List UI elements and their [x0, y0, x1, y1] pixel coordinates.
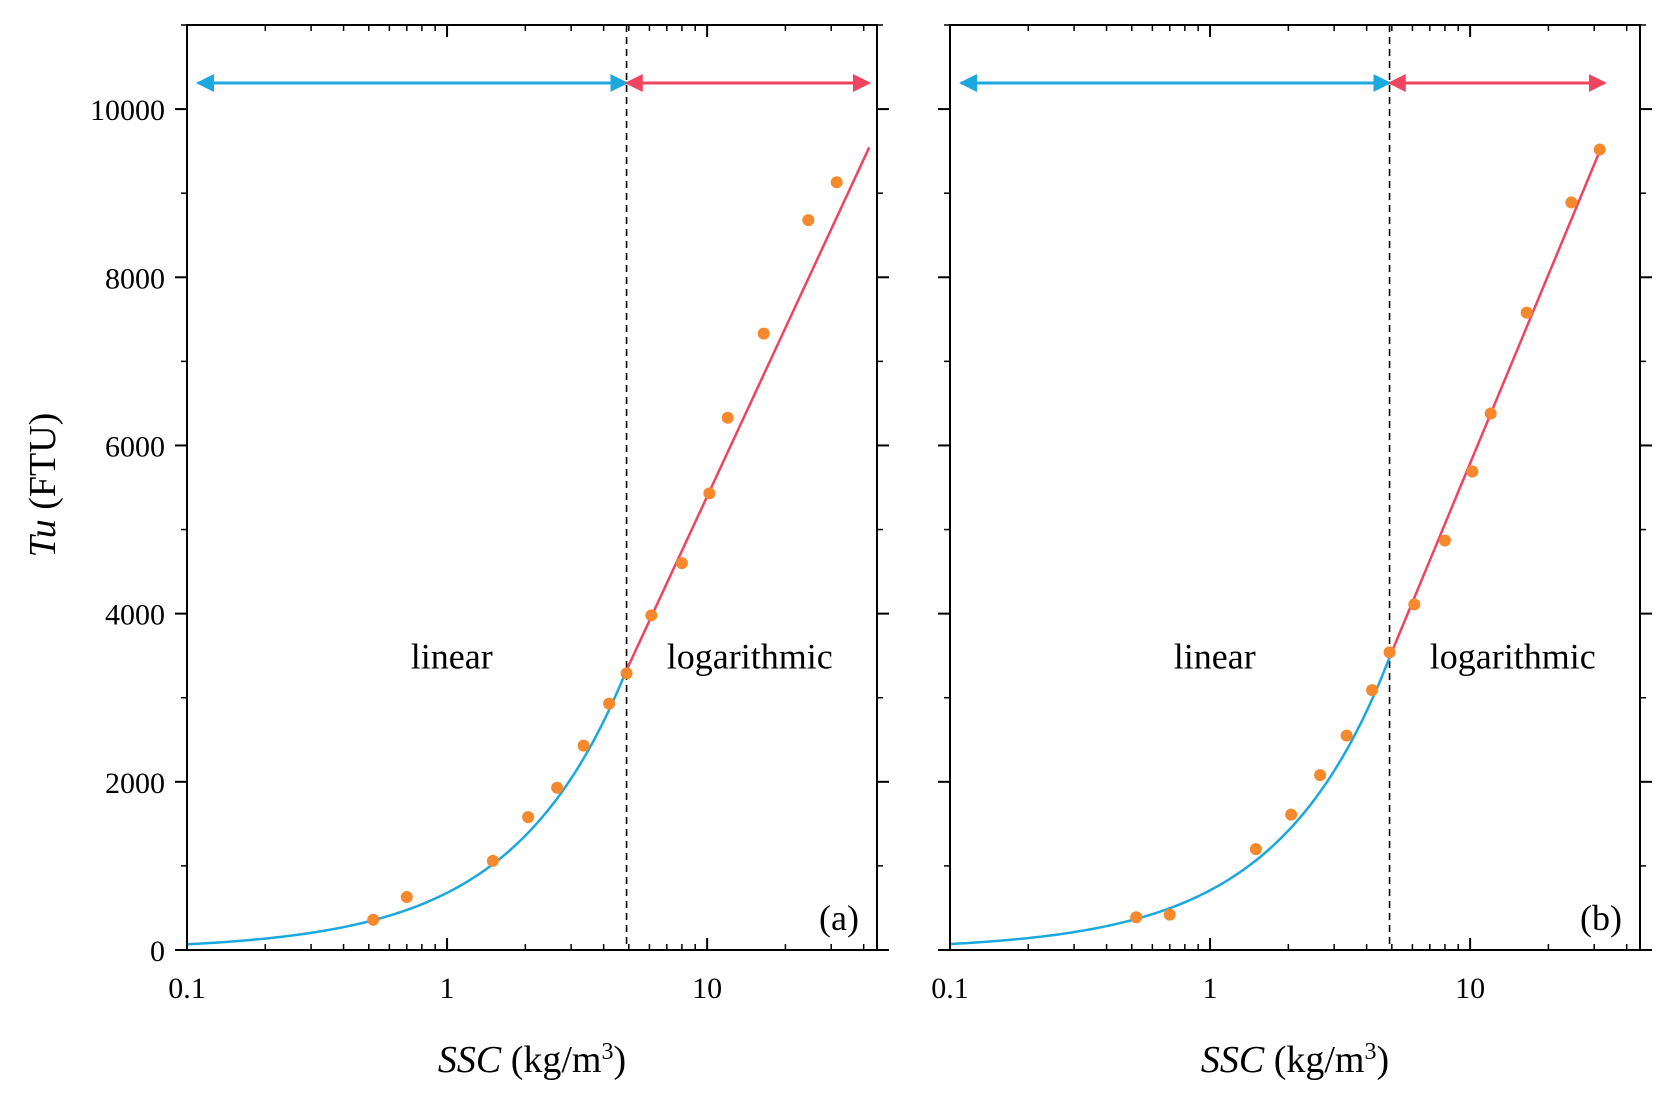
panel-label: (b)	[1580, 898, 1622, 938]
y-tick-label: 8000	[105, 262, 165, 295]
x-tick-label: 1	[1203, 972, 1218, 1005]
data-point	[1466, 465, 1479, 478]
linear-fit-curve	[186, 669, 628, 946]
y-axis-title-var: Tu	[22, 519, 64, 557]
region-label-logarithmic: logarithmic	[667, 636, 833, 676]
data-point	[1163, 908, 1176, 921]
x-axis-title-var: SSC	[438, 1039, 502, 1081]
x-tick-label: 10	[1455, 972, 1485, 1005]
y-axis-title: Tu (FTU)	[22, 413, 64, 558]
logarithmic-fit-line	[625, 146, 871, 671]
data-point	[603, 697, 616, 710]
y-tick-label: 10000	[90, 94, 165, 127]
data-point	[703, 487, 716, 500]
x-axis-title-close: )	[613, 1039, 626, 1081]
data-point	[577, 739, 590, 752]
data-point	[522, 811, 535, 824]
region-label-logarithmic: logarithmic	[1430, 636, 1596, 676]
data-point	[1408, 598, 1421, 611]
panel-b: linear logarithmic (b) 0.1 1 10 SSC (kg/m3…	[931, 24, 1652, 1081]
x-axis-title-sup: 3	[601, 1039, 613, 1065]
data-point	[486, 854, 499, 867]
data-point	[367, 913, 380, 926]
data-point	[1593, 143, 1606, 156]
y-tick-label: 2000	[105, 767, 165, 800]
y-axis-title-unit: (FTU)	[22, 413, 64, 520]
logarithmic-fit-line	[1388, 150, 1601, 658]
x-axis-title: SSC (kg/m3)	[438, 1039, 626, 1081]
data-point	[1438, 534, 1451, 547]
y-tick-label: 4000	[105, 599, 165, 632]
x-axis-title-unit: (kg/m	[501, 1039, 601, 1081]
x-axis-title: SSC (kg/m3)	[1201, 1039, 1389, 1081]
plot-frame	[949, 24, 1641, 951]
x-tick-label: 10	[692, 972, 722, 1005]
data-point	[1314, 769, 1327, 782]
data-point	[400, 891, 413, 904]
data-point	[551, 781, 564, 794]
region-label-linear: linear	[1174, 636, 1256, 676]
x-tick-label: 0.1	[931, 972, 969, 1005]
x-axis-title-sup: 3	[1364, 1039, 1376, 1065]
data-point	[1366, 684, 1379, 697]
linear-fit-curve	[949, 656, 1391, 946]
plot-frame	[186, 24, 878, 951]
region-label-linear: linear	[411, 636, 493, 676]
data-point	[620, 667, 633, 680]
data-point	[645, 609, 658, 622]
data-point	[1383, 646, 1396, 659]
data-point	[1249, 843, 1262, 856]
y-tick-label: 0	[150, 935, 165, 968]
panel-label: (a)	[819, 898, 859, 938]
data-point	[1520, 306, 1533, 319]
x-tick-label: 0.1	[168, 972, 206, 1005]
y-tick-label: 6000	[105, 430, 165, 463]
data-point	[675, 557, 688, 570]
x-axis-title-unit: (kg/m	[1264, 1039, 1364, 1081]
x-tick-label: 1	[440, 972, 455, 1005]
data-point	[1130, 911, 1143, 924]
panel-a: linear logarithmic (a) 0.1 1 10 0 2000 4000 60…	[90, 24, 889, 1081]
data-point	[1285, 808, 1298, 821]
data-point	[757, 327, 770, 340]
data-point	[1484, 407, 1497, 420]
x-axis-title-var: SSC	[1201, 1039, 1265, 1081]
x-axis-title-close: )	[1376, 1039, 1389, 1081]
data-point	[1340, 729, 1353, 742]
data-point	[721, 411, 734, 424]
data-point	[1565, 196, 1578, 209]
data-point	[830, 176, 843, 189]
data-point	[802, 214, 815, 227]
